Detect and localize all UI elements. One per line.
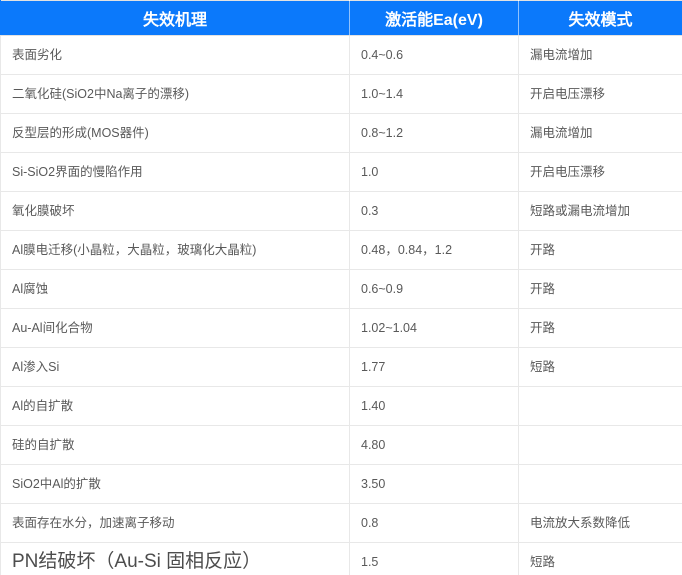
cell-failure-mode: 电流放大系数降低 <box>518 503 682 543</box>
table-row: Al的自扩散 1.40 <box>0 386 682 426</box>
cell-activation-energy: 0.3 <box>349 191 519 231</box>
cell-activation-energy: 0.48，0.84，1.2 <box>349 230 519 270</box>
cell-failure-mode: 短路 <box>518 347 682 387</box>
cell-mechanism: PN结破坏（Au-Si 固相反应） <box>0 542 350 575</box>
cell-mechanism: SiO2中Al的扩散 <box>0 464 350 504</box>
cell-mechanism: 氧化膜破坏 <box>0 191 350 231</box>
cell-mechanism: Al膜电迁移(小晶粒，大晶粒，玻璃化大晶粒) <box>0 230 350 270</box>
cell-activation-energy: 0.4~0.6 <box>349 35 519 75</box>
table-row: 氧化膜破坏 0.3 短路或漏电流增加 <box>0 191 682 231</box>
cell-activation-energy: 1.0~1.4 <box>349 74 519 114</box>
table-row: Au-Al间化合物 1.02~1.04 开路 <box>0 308 682 348</box>
table-row: 二氧化硅(SiO2中Na离子的漂移) 1.0~1.4 开启电压漂移 <box>0 74 682 114</box>
table-row: PN结破坏（Au-Si 固相反应） 1.5 短路 <box>0 542 682 575</box>
table-row: Al膜电迁移(小晶粒，大晶粒，玻璃化大晶粒) 0.48，0.84，1.2 开路 <box>0 230 682 270</box>
cell-mechanism: Al渗入Si <box>0 347 350 387</box>
table-body: 表面劣化 0.4~0.6 漏电流增加 二氧化硅(SiO2中Na离子的漂移) 1.0~1.… <box>0 35 682 575</box>
table-row: Al渗入Si 1.77 短路 <box>0 347 682 387</box>
cell-mechanism: Au-Al间化合物 <box>0 308 350 348</box>
cell-activation-energy: 1.77 <box>349 347 519 387</box>
cell-mechanism: 表面劣化 <box>0 35 350 75</box>
cell-failure-mode: 开启电压漂移 <box>518 74 682 114</box>
cell-failure-mode: 开启电压漂移 <box>518 152 682 192</box>
cell-activation-energy: 3.50 <box>349 464 519 504</box>
cell-mechanism: 表面存在水分，加速离子移动 <box>0 503 350 543</box>
cell-failure-mode: 开路 <box>518 308 682 348</box>
cell-activation-energy: 1.02~1.04 <box>349 308 519 348</box>
cell-failure-mode: 开路 <box>518 269 682 309</box>
table-row: 表面劣化 0.4~0.6 漏电流增加 <box>0 35 682 75</box>
cell-mechanism: Al腐蚀 <box>0 269 350 309</box>
cell-mechanism: 硅的自扩散 <box>0 425 350 465</box>
cell-failure-mode: 漏电流增加 <box>518 35 682 75</box>
cell-failure-mode <box>518 464 682 504</box>
cell-failure-mode: 开路 <box>518 230 682 270</box>
cell-failure-mode: 漏电流增加 <box>518 113 682 153</box>
cell-mechanism: 反型层的形成(MOS器件) <box>0 113 350 153</box>
column-header-failure-mode: 失效模式 <box>518 0 682 36</box>
cell-activation-energy: 1.0 <box>349 152 519 192</box>
cell-activation-energy: 0.8 <box>349 503 519 543</box>
table-row: 硅的自扩散 4.80 <box>0 425 682 465</box>
cell-failure-mode: 短路或漏电流增加 <box>518 191 682 231</box>
column-header-mechanism: 失效机理 <box>0 0 350 36</box>
cell-activation-energy: 0.6~0.9 <box>349 269 519 309</box>
table-row: Si-SiO2界面的慢陷作用 1.0 开启电压漂移 <box>0 152 682 192</box>
cell-failure-mode: 短路 <box>518 542 682 575</box>
cell-mechanism: Al的自扩散 <box>0 386 350 426</box>
cell-activation-energy: 1.40 <box>349 386 519 426</box>
column-header-activation-energy: 激活能Ea(eV) <box>349 0 519 36</box>
cell-mechanism: Si-SiO2界面的慢陷作用 <box>0 152 350 192</box>
table-header: 失效机理 激活能Ea(eV) 失效模式 <box>0 0 682 36</box>
cell-activation-energy: 0.8~1.2 <box>349 113 519 153</box>
cell-mechanism: 二氧化硅(SiO2中Na离子的漂移) <box>0 74 350 114</box>
cell-activation-energy: 1.5 <box>349 542 519 575</box>
table-row: SiO2中Al的扩散 3.50 <box>0 464 682 504</box>
cell-failure-mode <box>518 386 682 426</box>
table-row: Al腐蚀 0.6~0.9 开路 <box>0 269 682 309</box>
cell-failure-mode <box>518 425 682 465</box>
header-row: 失效机理 激活能Ea(eV) 失效模式 <box>0 0 682 36</box>
cell-activation-energy: 4.80 <box>349 425 519 465</box>
table-row: 表面存在水分，加速离子移动 0.8 电流放大系数降低 <box>0 503 682 543</box>
table-row: 反型层的形成(MOS器件) 0.8~1.2 漏电流增加 <box>0 113 682 153</box>
